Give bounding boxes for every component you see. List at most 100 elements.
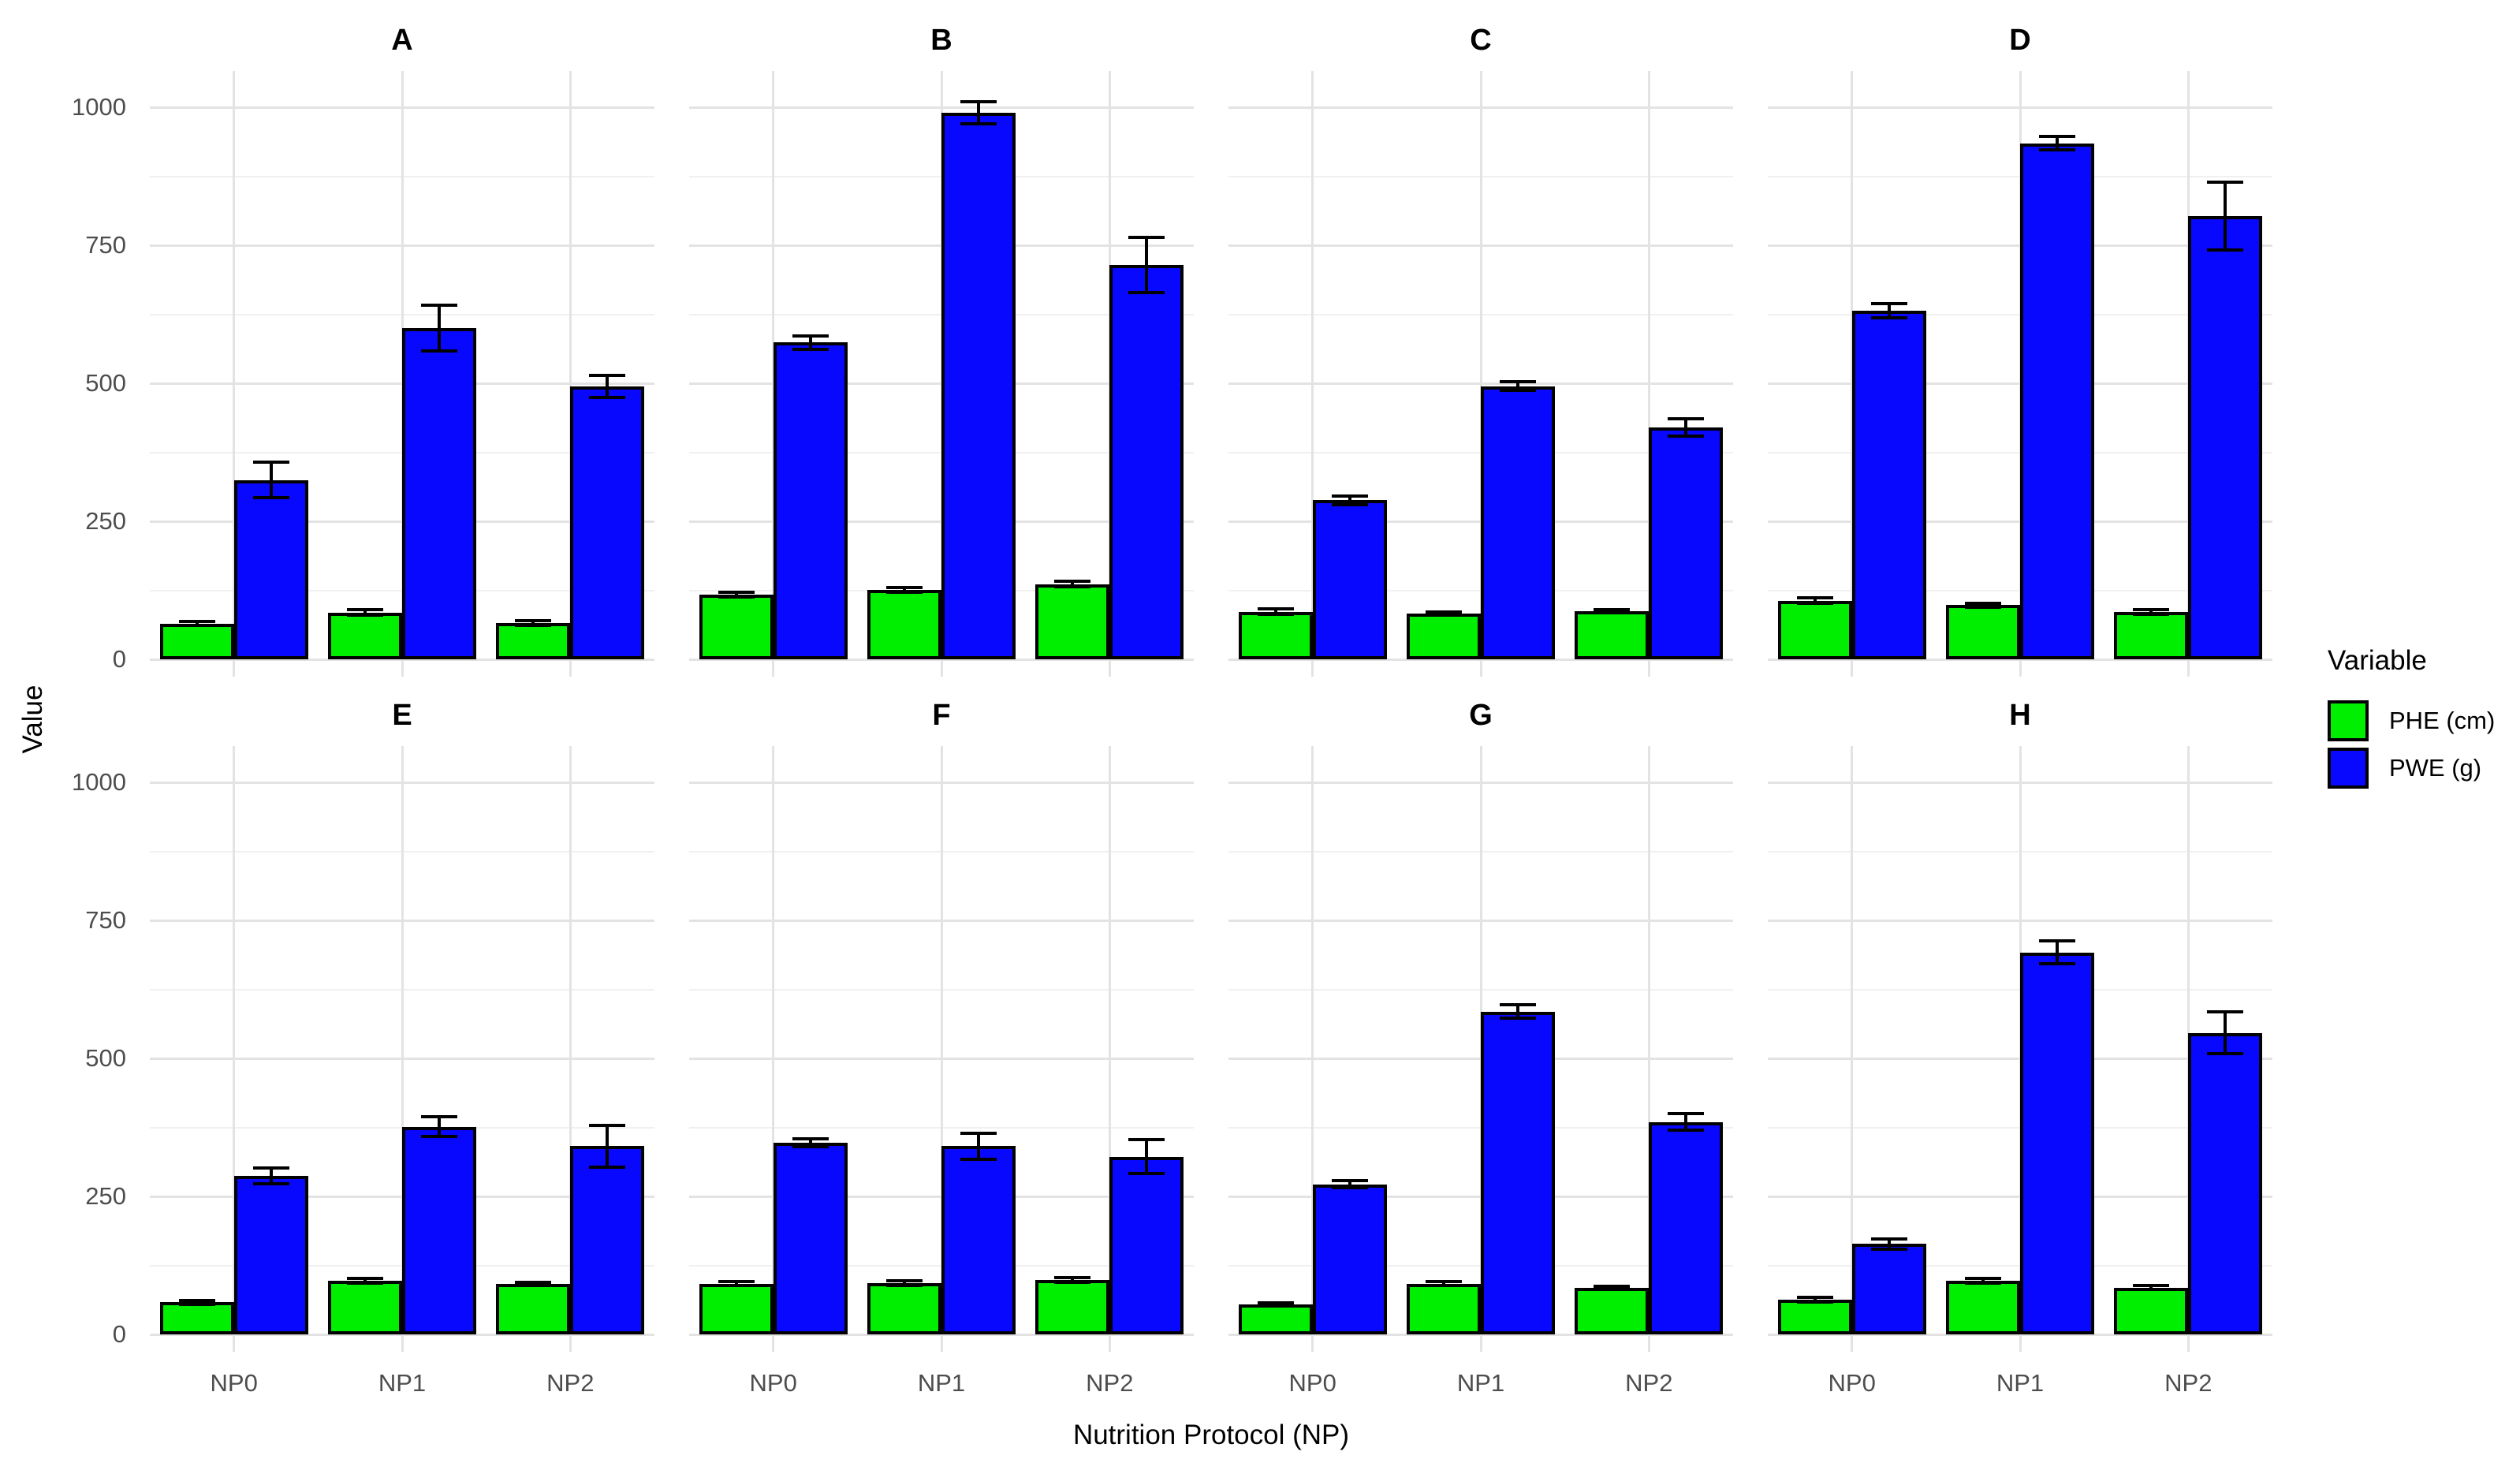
error-cap-upper	[2039, 135, 2075, 139]
error-cap-upper	[1257, 607, 1294, 611]
facet-panel-H	[1768, 746, 2272, 1336]
major-gridline-x-NP0	[1311, 746, 1314, 1334]
bar-A-NP1-phe	[328, 612, 402, 659]
error-cap-upper	[1870, 301, 1907, 305]
x-tick-mark-NP0	[1851, 1334, 1854, 1352]
error-cap-upper	[252, 461, 289, 465]
error-bar	[2056, 136, 2059, 150]
facet-panel-G	[1228, 746, 1733, 1336]
bar-C-NP1-phe	[1407, 613, 1481, 659]
error-cap-upper	[2039, 938, 2075, 942]
error-cap-upper	[178, 619, 215, 623]
error-cap-lower	[792, 1145, 829, 1148]
error-bar	[2149, 610, 2153, 614]
bar-G-NP0-phe	[1238, 1304, 1313, 1334]
error-cap-lower	[1668, 1129, 1705, 1132]
error-cap-lower	[2133, 612, 2170, 616]
x-tick-mark-NP2	[1108, 1334, 1111, 1352]
facet-panel-B	[689, 71, 1194, 661]
error-cap-upper	[1796, 596, 1833, 600]
bar-G-NP2-pwe	[1649, 1121, 1724, 1334]
error-bar	[2224, 1012, 2227, 1054]
bar-H-NP2-phe	[2114, 1287, 2189, 1334]
error-cap-lower	[886, 1283, 923, 1287]
major-gridline-x-NP2	[568, 71, 572, 659]
error-bar	[903, 1281, 906, 1285]
x-tick-mark-NP1	[940, 659, 943, 677]
error-cap-upper	[421, 303, 457, 307]
error-bar	[734, 1281, 738, 1286]
error-cap-lower	[2039, 147, 2075, 151]
bar-H-NP2-pwe	[2188, 1032, 2263, 1334]
x-tick-mark-NP2	[1647, 1334, 1650, 1352]
error-bar	[606, 375, 609, 397]
error-cap-lower	[1257, 613, 1294, 617]
error-cap-upper	[589, 1123, 626, 1127]
error-cap-upper	[1128, 236, 1165, 240]
error-cap-lower	[347, 614, 383, 617]
error-cap-lower	[960, 1158, 997, 1162]
facet-title-G: G	[1469, 699, 1493, 732]
bar-C-NP2-phe	[1575, 611, 1650, 659]
error-bar	[438, 1117, 441, 1137]
error-cap-lower	[1796, 1300, 1833, 1304]
x-tick-label-G-NP0: NP0	[1288, 1369, 1336, 1397]
error-bar	[1813, 1297, 1817, 1302]
error-cap-lower	[1870, 1247, 1907, 1251]
x-tick-mark-NP1	[401, 659, 404, 677]
facet-title-B: B	[930, 24, 952, 57]
major-gridline-y0	[150, 658, 654, 661]
error-cap-lower	[1054, 585, 1091, 589]
y-tick-label-0: 0	[112, 1320, 126, 1348]
error-cap-upper	[347, 608, 383, 611]
error-cap-lower	[421, 349, 457, 353]
error-bar	[808, 335, 812, 349]
bar-G-NP0-pwe	[1312, 1184, 1387, 1334]
x-tick-mark-NP1	[1479, 659, 1482, 677]
error-cap-lower	[718, 595, 755, 599]
bar-B-NP2-pwe	[1109, 265, 1184, 659]
legend-item-pwe: PWE (g)	[2328, 744, 2520, 792]
error-cap-upper	[886, 586, 923, 589]
legend-swatch-phe	[2328, 700, 2369, 741]
major-gridline-y0	[1768, 1333, 2272, 1336]
legend-items: PHE (cm) PWE (g)	[2328, 697, 2520, 792]
error-bar	[1442, 1281, 1445, 1286]
error-cap-upper	[1500, 1003, 1536, 1007]
x-tick-mark-NP1	[2019, 1334, 2022, 1352]
error-cap-upper	[2207, 1010, 2244, 1014]
error-cap-upper	[2207, 180, 2244, 184]
major-gridline-x-NP0	[772, 746, 775, 1334]
error-cap-lower	[589, 1165, 626, 1169]
bar-C-NP0-phe	[1238, 611, 1313, 659]
bar-F-NP0-phe	[699, 1283, 774, 1334]
error-cap-upper	[1965, 601, 2001, 605]
error-cap-upper	[515, 1281, 552, 1285]
error-cap-lower	[347, 1281, 383, 1285]
bar-A-NP2-pwe	[570, 386, 645, 659]
major-gridline-x-NP0	[1851, 746, 1854, 1334]
error-bar	[1145, 237, 1149, 293]
error-cap-upper	[886, 1279, 923, 1283]
error-bar	[1442, 611, 1445, 615]
error-cap-upper	[252, 1166, 289, 1170]
major-gridline-x-NP1	[1479, 71, 1482, 659]
x-tick-mark-NP2	[568, 1334, 572, 1352]
facet-title-D: D	[2009, 24, 2031, 57]
x-tick-mark-NP0	[1311, 659, 1314, 677]
error-bar	[977, 102, 980, 124]
error-cap-lower	[2207, 1052, 2244, 1056]
error-bar	[1516, 1005, 1519, 1018]
x-tick-mark-NP1	[2019, 659, 2022, 677]
error-bar	[903, 588, 906, 592]
error-bar	[808, 1139, 812, 1147]
bar-E-NP2-pwe	[570, 1146, 645, 1334]
error-bar	[2224, 181, 2227, 251]
bar-B-NP0-phe	[699, 595, 774, 659]
error-cap-upper	[960, 1131, 997, 1135]
x-tick-mark-NP1	[401, 1334, 404, 1352]
bar-H-NP0-phe	[1777, 1299, 1852, 1334]
error-cap-upper	[1054, 1275, 1091, 1279]
bar-F-NP1-pwe	[941, 1146, 1016, 1334]
bar-A-NP2-phe	[496, 622, 571, 659]
